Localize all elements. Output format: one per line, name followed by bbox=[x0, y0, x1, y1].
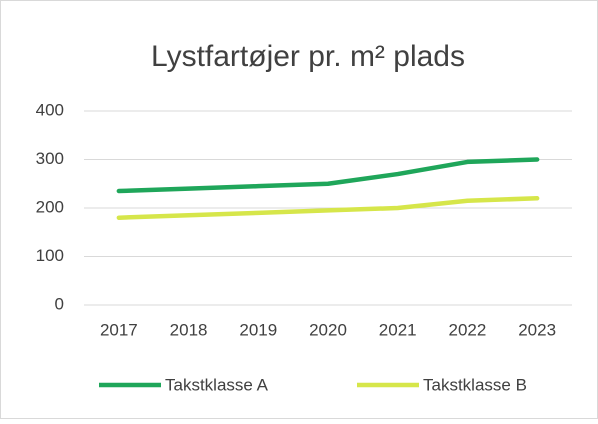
y-tick-label: 400 bbox=[36, 100, 64, 119]
legend-label: Takstklasse B bbox=[423, 375, 527, 394]
chart-title: Lystfartøjer pr. m² plads bbox=[151, 40, 465, 73]
series-line bbox=[116, 157, 540, 194]
legend-label: Takstklasse A bbox=[165, 375, 269, 394]
x-tick-label: 2023 bbox=[518, 320, 556, 339]
y-tick-label: 300 bbox=[36, 149, 64, 168]
x-tick-label: 2017 bbox=[100, 320, 138, 339]
x-tick-label: 2020 bbox=[309, 320, 347, 339]
x-tick-label: 2022 bbox=[449, 320, 487, 339]
y-tick-label: 0 bbox=[55, 294, 64, 313]
x-tick-label: 2018 bbox=[170, 320, 208, 339]
x-tick-label: 2019 bbox=[239, 320, 277, 339]
y-tick-label: 100 bbox=[36, 246, 64, 265]
x-tick-label: 2021 bbox=[379, 320, 417, 339]
series-line bbox=[116, 196, 540, 220]
y-tick-label: 200 bbox=[36, 197, 64, 216]
